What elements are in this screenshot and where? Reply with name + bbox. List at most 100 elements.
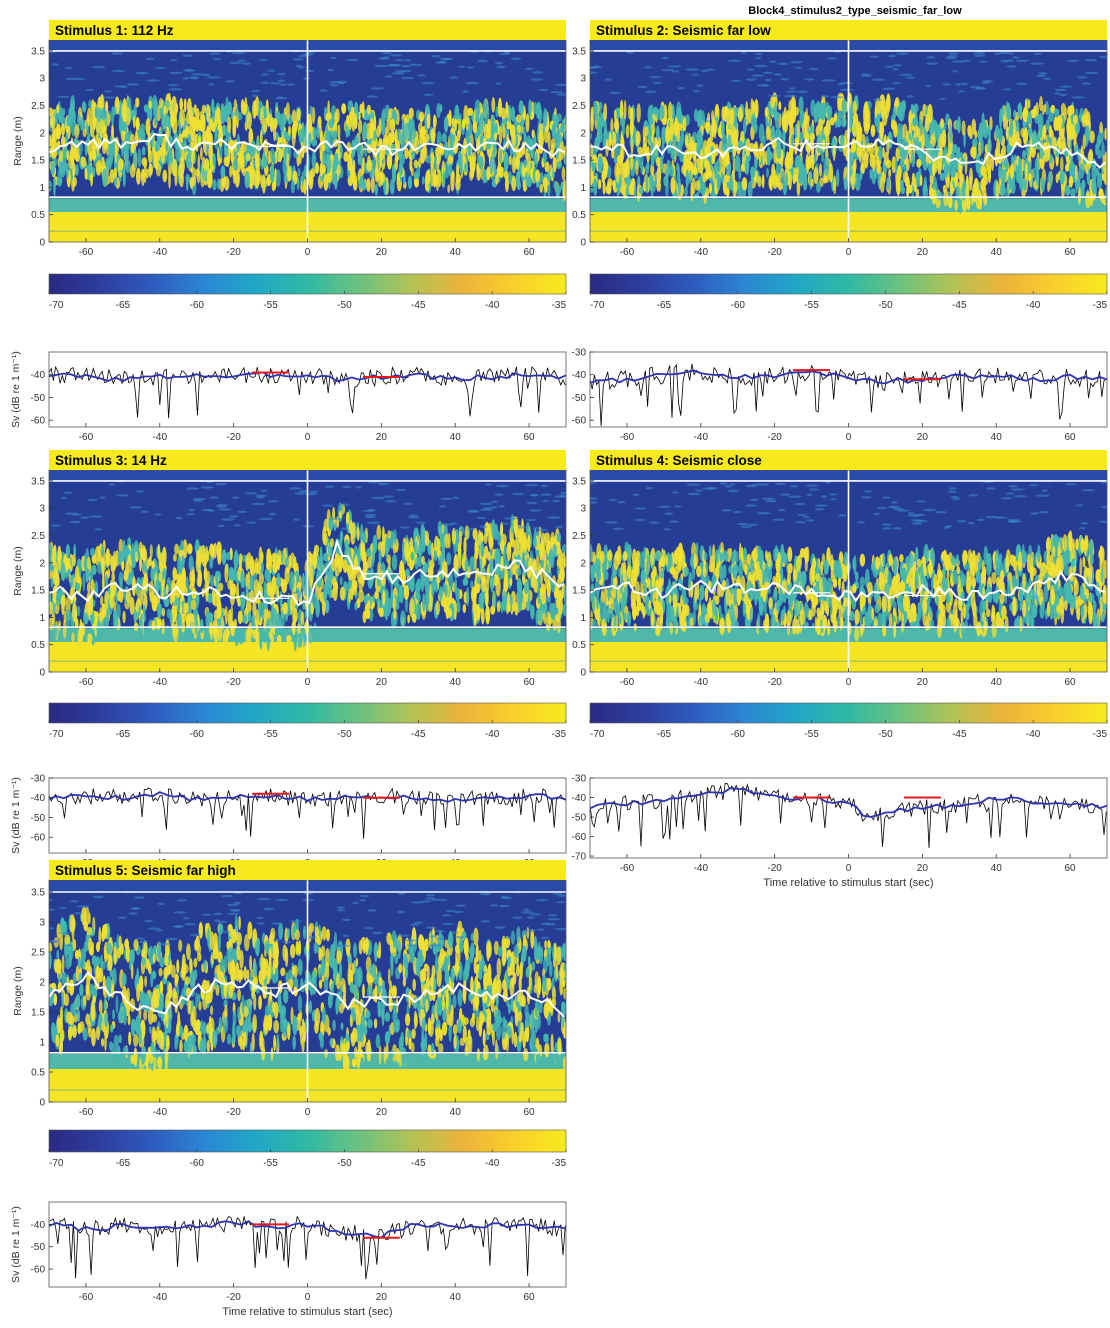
sv-x-tick-label: -20 [767, 863, 782, 874]
y-tick-label: 0.5 [572, 210, 586, 221]
x-tick-label: 0 [305, 247, 311, 258]
colorbar-tick-label: -55 [804, 300, 819, 311]
y-tick-label: 3.5 [572, 46, 586, 57]
colorbar-tick-label: -55 [263, 300, 278, 311]
sv-x-tick-label: 40 [991, 863, 1003, 874]
colorbar-tick-label: -50 [337, 1158, 352, 1169]
sv-background [590, 778, 1107, 858]
colorbar-tick-label: -40 [485, 300, 500, 311]
colorbar-tick-label: -65 [116, 300, 131, 311]
y-tick-label: 1.5 [572, 586, 586, 597]
colorbar-tick-label: -55 [263, 729, 278, 740]
echogram-content [49, 880, 566, 1102]
sv-x-tick-label: 20 [917, 863, 929, 874]
sv-raw-line [49, 365, 566, 419]
sv-raw-line [590, 782, 1107, 848]
colorbar-5: -70 -65 -60 -55 -50 -45 -40 -35 [48, 1129, 567, 1169]
echogram-panel-2: Stimulus 2: Seismic far low 0 0.5 1 1.5 2 2.5 3… [572, 20, 1108, 258]
x-tick-label: -60 [620, 247, 635, 258]
x-tick-label: -20 [767, 677, 782, 688]
colorbar-tick-label: -45 [411, 1158, 426, 1169]
y-tick-label: 0.5 [31, 1068, 45, 1079]
sv-y-tick-label: -40 [31, 1220, 46, 1231]
y-tick-label: 1.5 [31, 1008, 45, 1019]
y-tick-label: 0.5 [572, 640, 586, 651]
colorbar-3: -70 -65 -60 -55 -50 -45 -40 -35 [48, 702, 566, 740]
x-tick-label: 60 [524, 247, 536, 258]
sv-y-tick-label: -40 [31, 370, 46, 381]
echogram-content [590, 470, 1107, 672]
colorbar-tick-label: -35 [1093, 729, 1108, 740]
echogram-content [590, 40, 1107, 242]
colorbar-tick-label: -45 [411, 729, 426, 740]
y-axis-label: Range (m) [12, 966, 24, 1016]
sv-x-tick-label: -60 [620, 432, 635, 443]
sv-background [49, 352, 566, 427]
panel-title: Stimulus 2: Seismic far low [596, 23, 771, 38]
x-tick-label: -40 [153, 677, 168, 688]
x-tick-label: 20 [376, 1107, 388, 1118]
colorbar-tick-label: -50 [878, 729, 893, 740]
x-tick-label: -40 [694, 677, 709, 688]
panel-title-bar [49, 20, 566, 40]
mean-range-line [49, 538, 565, 607]
x-tick-label: -60 [79, 247, 94, 258]
y-tick-label: 1 [580, 613, 586, 624]
sv-background [590, 352, 1107, 427]
sv-y-tick-label: -30 [31, 774, 46, 785]
sv-panel-2: -30 -40 -50 -60 -60 -40 -20 0 20 40 60 [572, 348, 1108, 443]
sv-x-axis-label: Time relative to stimulus start (sec) [222, 1306, 392, 1318]
echo-speckles [590, 50, 1107, 214]
sv-panel-4: -30 -40 -50 -60 -70 -60 -40 -20 0 20 40 60 Time rela… [572, 774, 1108, 889]
colorbar-tick-label: -45 [952, 729, 967, 740]
x-tick-label: 40 [450, 677, 462, 688]
y-tick-label: 1.5 [31, 156, 45, 167]
sv-x-tick-label: -40 [694, 863, 709, 874]
sv-x-tick-label: 0 [305, 432, 311, 443]
sv-y-tick-label: -30 [572, 348, 587, 359]
x-tick-label: -40 [694, 247, 709, 258]
colorbar-tick-label: -60 [189, 300, 204, 311]
x-tick-label: 20 [376, 677, 388, 688]
sv-y-tick-label: -50 [572, 393, 587, 404]
mean-range-line [590, 136, 1106, 169]
colorbar-tick-label: -50 [878, 300, 893, 311]
mean-range-line [590, 570, 1106, 603]
y-tick-label: 1 [580, 183, 586, 194]
y-tick-label: 0.5 [31, 640, 45, 651]
sv-x-tick-label: 20 [376, 432, 388, 443]
y-tick-label: 2 [39, 978, 45, 989]
colorbar-gradient [589, 702, 1108, 724]
sv-x-tick-label: -40 [694, 432, 709, 443]
echogram-panel-4: Stimulus 4: Seismic close 0 0.5 1 1.5 2 2.5 3 3.… [572, 450, 1108, 688]
echo-speckles [49, 890, 566, 1078]
x-tick-label: -20 [767, 247, 782, 258]
sv-x-tick-label: -20 [767, 432, 782, 443]
sv-y-tick-label: -50 [31, 1242, 46, 1253]
sv-raw-line [590, 363, 1107, 427]
y-tick-label: 0 [580, 668, 586, 679]
colorbar-gradient [48, 1129, 567, 1153]
colorbar-tick-label: -40 [1026, 300, 1041, 311]
y-axis-label: Range (m) [12, 116, 24, 166]
sv-smoothed-line [590, 787, 1107, 818]
y-tick-label: 2.5 [31, 101, 45, 112]
y-tick-label: 1.5 [572, 156, 586, 167]
sv-y-tick-label: -60 [31, 1265, 46, 1276]
x-tick-label: 60 [524, 1107, 536, 1118]
y-tick-label: 0 [39, 1098, 45, 1109]
sv-x-tick-label: -40 [153, 1292, 168, 1303]
mean-range-line [49, 132, 565, 158]
sv-panel-5: -40 -50 -60 -60 -40 -20 0 20 40 60 Sv (dB re 1 m⁻¹… [10, 1201, 567, 1318]
panel-title: Stimulus 3: 14 Hz [55, 453, 167, 468]
y-tick-label: 3.5 [572, 476, 586, 487]
colorbar-tick-label: -55 [804, 729, 819, 740]
x-tick-label: -60 [79, 677, 94, 688]
sv-y-tick-label: -60 [31, 416, 46, 427]
sv-x-tick-label: -60 [620, 863, 635, 874]
colorbar-tick-label: -40 [485, 729, 500, 740]
sv-y-tick-label: -40 [572, 370, 587, 381]
y-tick-label: 3.5 [31, 476, 45, 487]
colorbar-tick-label: -70 [49, 729, 64, 740]
